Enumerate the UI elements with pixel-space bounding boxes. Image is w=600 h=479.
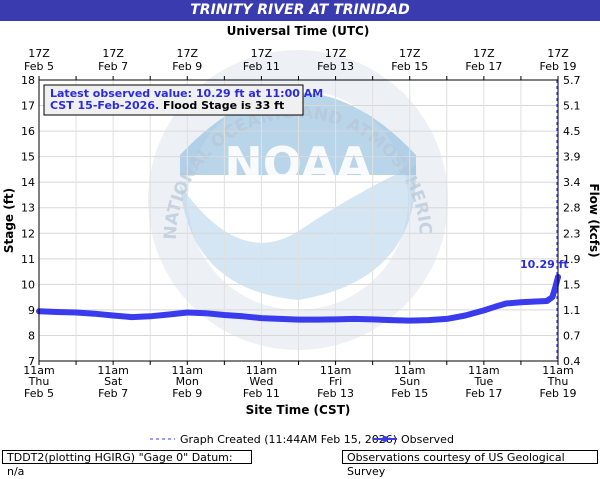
bottom-tick-day: Wed [249,375,273,388]
bottom-tick-time: 11am [394,364,425,377]
left-axis-title: Stage (ft) [2,188,16,253]
bottom-tick-time: 11am [468,364,499,377]
bottom-tick-day: Mon [176,375,199,388]
bottom-tick-day: Tue [473,375,493,388]
top-tick-label: 17Z [547,47,569,60]
bottom-tick-time: 11am [23,364,54,377]
y2-tick-label: 4.5 [563,125,581,138]
info-line-1: Latest observed value: 10.29 ft at 11:00… [50,87,323,100]
bottom-tick-time: 11am [246,364,277,377]
bottom-tick-time: 11am [172,364,203,377]
top-axis-title: Universal Time (UTC) [227,24,370,38]
right-axis-title: Flow (kcfs) [587,183,600,257]
top-tick-label: 17Z [473,47,495,60]
y-tick-label: 8 [28,329,35,342]
bottom-tick-date: Feb 19 [540,387,577,400]
top-tick-date: Feb 17 [465,60,502,73]
top-tick-date: Feb 19 [540,60,577,73]
bottom-tick-day: Thu [28,375,50,388]
y-tick-label: 18 [21,74,35,87]
chart-title: TRINITY RIVER AT TRINIDAD [190,2,410,18]
bottom-tick-time: 11am [320,364,351,377]
top-tick-date: Feb 13 [317,60,354,73]
bottom-tick-date: Feb 11 [243,387,280,400]
y2-tick-label: 2.8 [563,202,581,215]
y2-tick-label: 0.7 [563,329,581,342]
bottom-tick-day: Sun [399,375,420,388]
bottom-tick-day: Thu [547,375,569,388]
top-tick-label: 17Z [251,47,273,60]
bottom-tick-time: 11am [97,364,128,377]
y2-tick-label: 1.1 [563,304,581,317]
bottom-tick-date: Feb 9 [172,387,202,400]
y2-tick-label: 3.9 [563,151,581,164]
top-tick-label: 17Z [399,47,421,60]
bottom-tick-date: Feb 7 [98,387,128,400]
top-tick-date: Feb 9 [172,60,202,73]
y-tick-label: 17 [21,100,35,113]
y2-tick-label: 5.7 [563,74,581,87]
top-tick-date: Feb 11 [243,60,280,73]
y2-tick-label: 1.9 [563,253,581,266]
latest-value-label: 10.29 ft [520,258,569,271]
y-tick-label: 16 [21,125,35,138]
top-tick-date: Feb 15 [391,60,428,73]
y2-tick-label: 2.3 [563,227,581,240]
bottom-tick-time: 11am [542,364,573,377]
bottom-axis-title: Site Time (CST) [246,403,351,417]
top-tick-label: 17Z [325,47,347,60]
plot-border [38,79,559,362]
observed-series-line [36,274,561,324]
y-tick-label: 13 [21,202,35,215]
footer-credit: Observations courtesy of US Geological S… [342,450,598,478]
top-tick-label: 17Z [177,47,199,60]
y2-tick-label: 0.4 [563,355,581,368]
info-box [43,84,304,116]
bottom-tick-day: Fri [329,375,342,388]
y-tick-label: 12 [21,227,35,240]
info-line-2: CST 15-Feb-2026. Flood Stage is 33 ft [50,99,284,112]
y-tick-label: 14 [21,176,35,189]
y-tick-label: 10 [21,278,35,291]
bottom-tick-date: Feb 13 [317,387,354,400]
y-tick-label: 7 [28,355,35,368]
bottom-tick-date: Feb 15 [391,387,428,400]
top-tick-label: 17Z [28,47,50,60]
y-tick-label: 15 [21,151,35,164]
y2-tick-label: 5.1 [563,100,581,113]
legend-observed-label: Observed [401,433,454,446]
y-tick-label: 9 [28,304,35,317]
title-bar [0,0,600,21]
legend-observed-marker [382,436,388,442]
top-tick-date: Feb 7 [98,60,128,73]
bottom-tick-day: Sat [104,375,123,388]
y2-tick-label: 1.5 [563,278,581,291]
y-tick-label: 11 [21,253,35,266]
footer-site-info: TDDT2(plotting HGIRG) "Gage 0" Datum: n/… [2,450,252,478]
bottom-tick-date: Feb 5 [24,387,54,400]
top-tick-label: 17Z [102,47,124,60]
y2-tick-label: 3.4 [563,176,581,189]
bottom-tick-date: Feb 17 [465,387,502,400]
top-tick-date: Feb 5 [24,60,54,73]
legend-created-label: Graph Created (11:44AM Feb 15, 2026) [180,433,397,446]
